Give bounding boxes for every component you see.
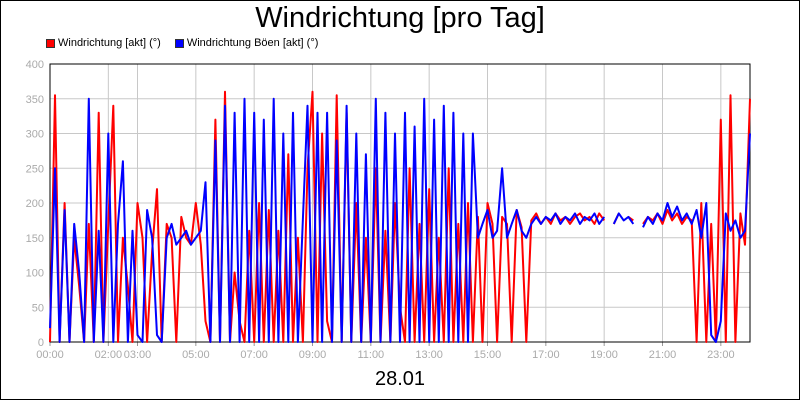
y-tick-label: 300 bbox=[26, 129, 44, 141]
x-tick-label: 05:00 bbox=[182, 349, 210, 361]
x-tick-label: 00:00 bbox=[36, 349, 64, 361]
y-tick-label: 200 bbox=[26, 198, 44, 210]
y-tick-label: 0 bbox=[38, 337, 44, 349]
x-tick-label: 09:00 bbox=[299, 349, 327, 361]
x-tick-label: 13:00 bbox=[415, 349, 443, 361]
legend: Windrichtung [akt] (°) Windrichtung Böen… bbox=[46, 37, 332, 49]
x-tick-label: 21:00 bbox=[649, 349, 677, 361]
x-tick-label: 02:00 bbox=[95, 349, 123, 361]
series-line-0 bbox=[49, 90, 606, 343]
legend-item-windrichtung: Windrichtung [akt] (°) bbox=[46, 37, 161, 49]
y-tick-label: 100 bbox=[26, 268, 44, 280]
y-tick-label: 150 bbox=[26, 233, 44, 245]
series-line-0 bbox=[642, 94, 751, 343]
y-tick-label: 350 bbox=[26, 94, 44, 106]
y-tick-label: 250 bbox=[26, 163, 44, 175]
series-line-1 bbox=[612, 212, 635, 225]
y-tick-label: 400 bbox=[26, 59, 44, 71]
y-tick-label: 50 bbox=[32, 302, 44, 314]
x-tick-label: 17:00 bbox=[532, 349, 560, 361]
series-line-1 bbox=[642, 133, 751, 343]
x-axis-caption: 28.01 bbox=[374, 368, 426, 390]
x-tick-label: 23:00 bbox=[707, 349, 735, 361]
x-tick-label: 15:00 bbox=[474, 349, 502, 361]
legend-swatch-red bbox=[46, 38, 55, 48]
x-tick-label: 11:00 bbox=[357, 349, 384, 361]
x-tick-label: 07:00 bbox=[240, 349, 268, 361]
x-tick-label: 19:00 bbox=[590, 349, 618, 361]
x-tick-label: 03:00 bbox=[124, 349, 152, 361]
legend-swatch-blue bbox=[174, 38, 184, 48]
chart-title: Windrichtung [pro Tag] bbox=[255, 2, 545, 34]
legend-label-windrichtung: Windrichtung [akt] (°) bbox=[58, 37, 161, 49]
series-line-1 bbox=[49, 97, 606, 343]
legend-label-windrichtung-boeen: Windrichtung Böen [akt] (°) bbox=[186, 37, 319, 49]
legend-item-windrichtung-boeen: Windrichtung Böen [akt] (°) bbox=[174, 37, 319, 49]
